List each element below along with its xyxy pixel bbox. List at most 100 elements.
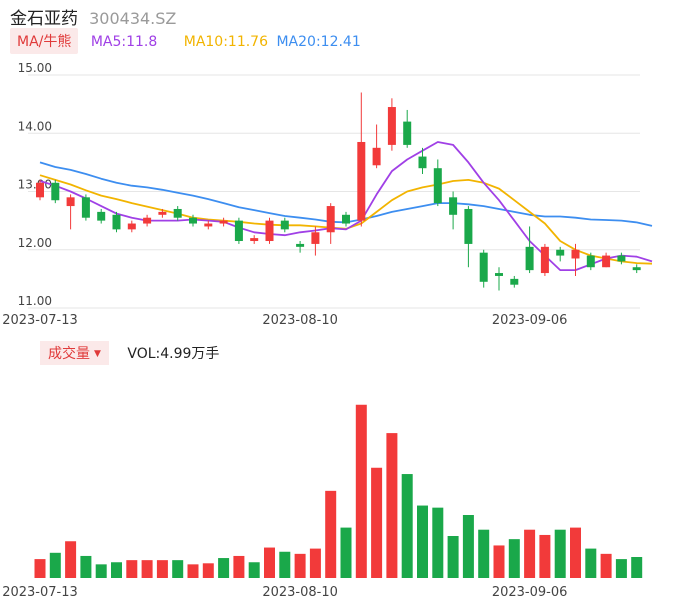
volume-bar [600,553,612,578]
ma20-label: MA20:12.41 [276,34,361,50]
volume-bar [417,505,428,578]
volume-bar [279,551,291,578]
header: 金石亚药 300434.SZ [10,4,177,29]
date-tick-label: 2023-07-13 [2,585,78,600]
volume-bar [447,536,459,578]
volume-legend: 成交量 ▼ VOL:4.99万手 [40,341,220,365]
candle-body [617,255,626,262]
candle-body [540,246,549,274]
volume-bar [554,529,566,578]
volume-tag-label: 成交量 [48,346,90,362]
volume-bar [218,558,230,578]
volume-bar [539,534,551,578]
volume-bar [493,545,505,578]
candle-body [234,220,243,242]
stock-code: 300434.SZ [89,9,177,28]
candle-body [296,243,305,247]
candle-body [479,252,488,282]
volume-bar [49,552,61,578]
volume-bar [432,507,444,578]
volume-bar [156,560,168,578]
candle-body [602,255,611,268]
volume-bar [95,564,107,578]
candle-body [250,238,259,242]
price-tick-label: 13.00 [18,178,52,192]
candle-body [556,249,565,256]
volume-bar [631,557,643,578]
candle-body [525,246,534,271]
volume-bar [585,548,597,578]
volume-bar [187,564,199,578]
candle-body [342,214,350,224]
candle-body [433,168,442,204]
candle-body [326,206,335,233]
volume-bar [65,541,77,578]
candle-body [495,273,503,276]
candle-body [586,255,595,268]
volume-bar [80,555,92,578]
price-tick-label: 12.00 [18,236,52,250]
volume-bar [309,548,321,578]
ma-legend: MA/牛熊 MA5:11.8 MA10:11.76 MA20:12.41 [10,28,361,54]
candle-body [97,211,106,221]
volume-indicator-tag[interactable]: 成交量 ▼ [40,341,109,365]
volume-bar [508,539,520,578]
candle-body [632,267,641,271]
volume-bar [264,547,275,578]
volume-bar [340,527,352,578]
ma-indicator-tag[interactable]: MA/牛熊 [10,28,79,54]
volume-bar [34,559,46,578]
volume-bar [478,529,490,578]
volume-bar [248,562,260,578]
price-tick-label: 14.00 [18,119,52,133]
ma10-label: MA10:11.76 [183,34,269,50]
volume-bar [615,559,627,578]
candle-body [158,211,167,215]
date-tick-label: 2023-08-10 [262,585,338,600]
volume-bar [386,433,398,578]
volume-bar [355,404,367,578]
date-tick-label: 2023-07-13 [2,313,78,328]
price-tick-label: 11.00 [18,294,52,308]
candle-body [173,208,182,218]
caret-down-icon: ▼ [94,349,101,359]
candle-body [418,156,427,169]
date-tick-label: 2023-09-06 [492,313,568,328]
volume-bar [371,467,383,578]
candle-body [189,217,197,224]
candle-body [112,214,121,230]
ma5-line [39,141,653,272]
volume-value: VOL:4.99万手 [127,346,220,362]
price-tick-label: 15.00 [18,61,52,75]
volume-bar [524,529,536,578]
candle-body [464,208,473,244]
candle-body [510,278,519,285]
candle-body [219,220,228,224]
volume-bar [141,560,153,578]
volume-bar [462,515,474,578]
candle-body [311,232,320,244]
candle-body [449,197,458,215]
volume-bar [111,562,122,578]
volume-bar [126,560,138,578]
volume-bar [401,474,413,578]
candle-body [265,220,274,242]
volume-bar [233,555,245,578]
volume-bar [570,527,581,578]
date-tick-label: 2023-08-10 [262,313,338,328]
volume-bar [172,560,184,578]
candle-body [280,220,289,230]
date-tick-label: 2023-09-06 [492,585,568,600]
candle-body [81,197,90,218]
candle-body [66,197,75,207]
ma5-label: MA5:11.8 [90,34,158,50]
candle-body [372,147,381,166]
volume-bar [202,563,214,578]
volume-bar [325,490,337,578]
candle-body [51,182,60,201]
candle-body [403,121,412,145]
candle-body [357,141,366,221]
candle-body [387,107,396,145]
candle-body [204,223,213,227]
